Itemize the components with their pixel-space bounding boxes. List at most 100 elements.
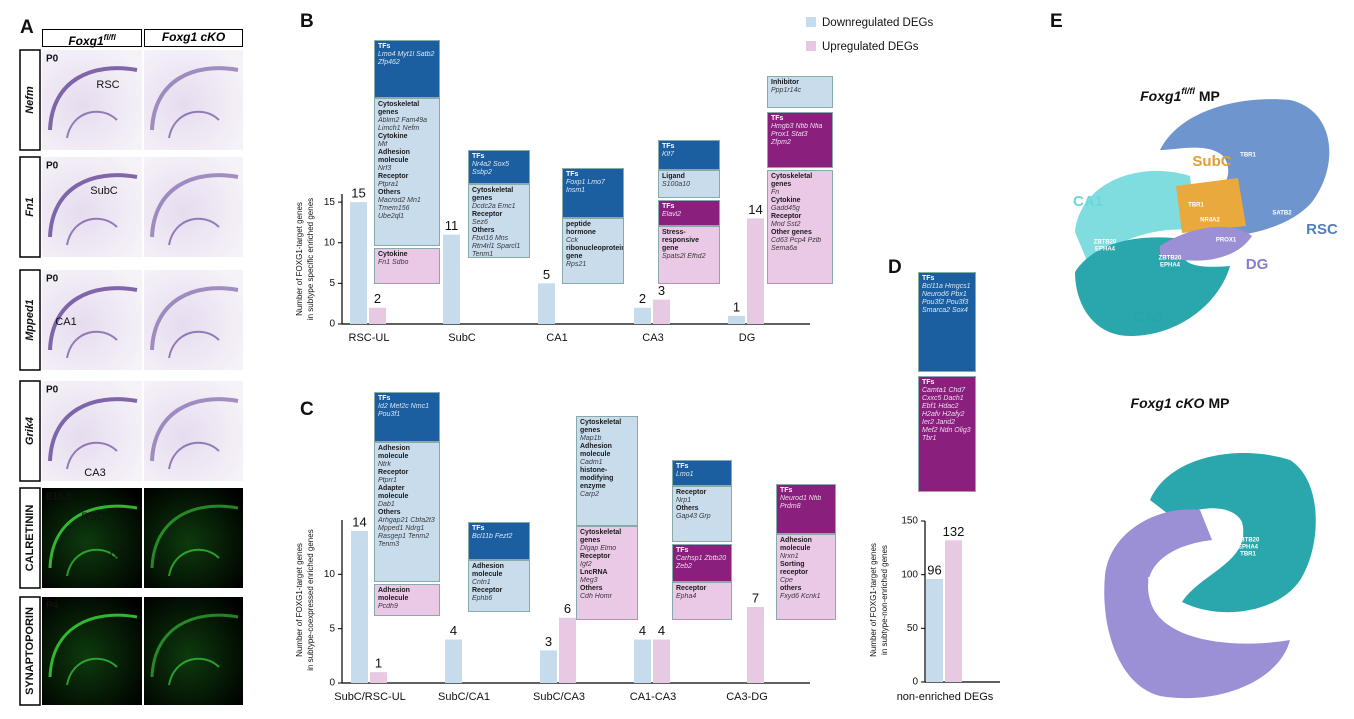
age-label: P0 — [46, 274, 59, 285]
row-label: SYNAPTOPORIN — [24, 607, 36, 695]
bar — [445, 639, 462, 683]
gene-box: peptide hormone Cck ribonucleoprotein gene… — [562, 218, 624, 284]
gene-box: TFs Lmo4 Myt1l Satb2 Zfp462 — [374, 40, 440, 98]
column-header: Foxg1 cKO — [144, 29, 243, 47]
bar — [369, 307, 386, 324]
panel-label: B — [300, 11, 314, 32]
gene-list: Ablim2 Fam49a Limch1 Nefm — [378, 117, 428, 132]
gene-box: Adhesion molecule Nrxn1 Sorting receptor Cp… — [776, 534, 836, 620]
region-label: CA3 — [1133, 309, 1163, 326]
ca3-region — [1075, 237, 1230, 336]
x-tick-label: CA1-CA3 — [630, 691, 676, 703]
gene-category: Cytoskeletal genes — [378, 101, 420, 116]
gene-box: Receptor Epha4 — [672, 582, 732, 620]
gene-category: Receptor — [676, 585, 707, 592]
tissue-stain — [168, 217, 220, 246]
gene-box: TFs Bcl11b Fezf2 — [468, 522, 530, 560]
gene-list: Fxyd6 Kcnk1 — [780, 593, 821, 600]
gene-category: Receptor — [378, 173, 409, 180]
gene-list: Dlgap Elmo — [580, 545, 617, 552]
tissue-stain — [150, 397, 239, 462]
gene-category: TFs — [662, 143, 675, 150]
gene-box: Cytoskeletal genes Fn Cytokine Gadd45g Recep… — [767, 170, 833, 284]
gene-category: Cytoskeletal genes — [472, 187, 514, 202]
row-label-box — [19, 156, 41, 258]
gene-list: Lmo4 Myt1l Satb2 Zfp462 — [378, 51, 435, 66]
gene-list: Pcdh9 — [378, 603, 398, 610]
gene-category: Others — [378, 509, 401, 516]
marker-label: NR4A2 — [1200, 218, 1220, 224]
bar — [653, 299, 670, 324]
gene-list: Macrod2 Mn1 Tmem156 Ube2ql1 — [378, 197, 421, 220]
y-tick-label: 5 — [329, 278, 335, 289]
value-label: 15 — [351, 186, 365, 201]
y-tick-label: 0 — [329, 678, 335, 689]
column-header: Foxg1fl/fl — [42, 29, 142, 48]
marker-label: ZBTB20 — [1237, 538, 1260, 544]
gene-box: Cytoskeletal genes Dcdc2a Emc1 Receptor Sez… — [468, 184, 530, 258]
gene-list: Mnd Sst2 — [771, 221, 801, 228]
gene-list: Lmo1 — [676, 471, 694, 478]
bar — [728, 315, 745, 324]
gene-list: Rps21 — [566, 261, 587, 268]
age-label: P0 — [46, 161, 59, 172]
gene-category: TFs — [780, 487, 793, 494]
gene-list: Dcdc2a Emc1 — [472, 203, 516, 210]
tissue-stain — [48, 397, 138, 462]
gene-list: Gap43 Grp — [676, 513, 711, 520]
title-suffix: MP — [1199, 88, 1220, 104]
bar — [747, 218, 764, 324]
gene-box: TFs Bcl11a Hmgcs1 Neurod6 Pbx1 Pou3f2 Pou… — [918, 272, 976, 372]
region-label: RSC — [81, 511, 104, 523]
gene-box: TFs Hmgb3 Nfib Nfia Prox1 Stat3 Zfpm2 — [767, 112, 833, 168]
marker-label: PROX1 — [1216, 238, 1237, 244]
gene-category: peptide hormone — [566, 221, 596, 236]
gene-list: Mif — [378, 141, 388, 148]
gene-category: TFs — [771, 115, 784, 122]
gene-box: Adhesion molecule Cntn1 Receptor Ephb6 — [468, 560, 530, 612]
tissue-stain — [168, 330, 220, 359]
gene-category: TFs — [676, 463, 689, 470]
gene-box: Ligand S100a10 — [658, 170, 720, 198]
gene-category: Other genes — [771, 229, 812, 236]
gene-category: Sorting receptor — [780, 561, 809, 576]
gene-list: Cd63 Pcp4 Pzlb Sema6a — [771, 237, 822, 252]
marker-label: SATB2 — [1272, 211, 1292, 217]
gene-category: Adhesion molecule — [580, 443, 612, 458]
tissue-stain — [150, 286, 239, 351]
region-label: RSC — [96, 79, 119, 91]
row-label: Mpped1 — [24, 299, 36, 341]
tissue-stain — [150, 66, 239, 131]
gene-category: Adapter molecule — [378, 485, 409, 500]
x-tick-label: SubC — [448, 332, 476, 344]
gene-category: Receptor — [580, 553, 611, 560]
gene-category: Cytoskeletal genes — [580, 529, 622, 544]
tissue-stain — [168, 441, 220, 470]
x-tick-label: CA3 — [642, 332, 663, 344]
gene-list: Foxp1 Lmo7 Insm1 — [566, 179, 605, 194]
cko-diagram — [1104, 453, 1316, 699]
marker-label: TBR1 — [1240, 153, 1256, 159]
y-axis-label: Number of FOXG1-target genes — [295, 202, 304, 316]
gene-category: TFs — [472, 525, 485, 532]
gene-category: TFs — [662, 203, 675, 210]
gene-list: Elavl2 — [662, 211, 682, 218]
gene-box: Cytokine Fn1 Sdbo — [374, 248, 440, 284]
header-gene: Foxg1 — [68, 34, 104, 48]
tissue-stain — [66, 657, 118, 686]
gene-list: Carhsp1 Zbtb20 Zeb2 — [676, 555, 727, 570]
title-genotype: fl/fl — [1181, 86, 1195, 96]
gene-category: Others — [676, 505, 699, 512]
x-tick-label: RSC-UL — [349, 332, 390, 344]
tissue-stain — [48, 504, 138, 569]
gene-box: Cytoskeletal genes Dlgap Elmo Receptor Igf2… — [576, 526, 638, 620]
bar — [634, 639, 651, 683]
purple-region — [1104, 509, 1290, 699]
tissue-stain — [150, 173, 239, 238]
marker-label: EPHA4 — [1095, 247, 1116, 253]
y-axis-label: Number of FOXG1-target genes — [295, 543, 304, 657]
marker-label: ZBTB20 — [1159, 256, 1182, 262]
gene-list: Cntn1 — [472, 579, 491, 586]
bar — [653, 639, 670, 683]
